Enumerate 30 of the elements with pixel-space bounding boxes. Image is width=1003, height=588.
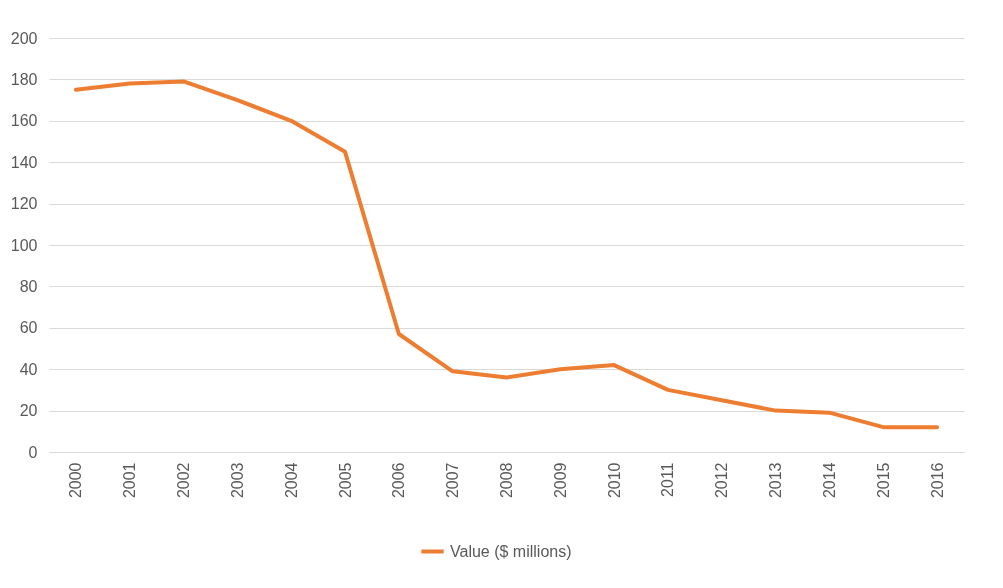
x-tick-label: 2009 — [551, 462, 569, 499]
x-tick-label: 2012 — [713, 462, 731, 499]
y-tick-label: 160 — [10, 112, 38, 130]
x-tick-label: 2004 — [282, 462, 300, 499]
y-tick-label: 40 — [19, 360, 38, 378]
x-tick-label: 2008 — [498, 462, 515, 499]
y-tick-label: 20 — [19, 402, 38, 420]
x-tick-label: 2000 — [67, 462, 85, 499]
y-tick-label: 80 — [19, 277, 38, 295]
x-tick-label: 2003 — [228, 462, 246, 499]
x-tick-label: 2006 — [390, 462, 408, 499]
x-tick-label: 2007 — [444, 462, 462, 499]
x-tick-label: 2005 — [336, 462, 354, 499]
legend-label: Value ($ millions) — [450, 542, 572, 560]
x-tick-label: 2013 — [767, 462, 785, 499]
x-tick-label: 2001 — [121, 462, 139, 499]
y-tick-label: 0 — [28, 443, 38, 461]
x-tick-label: 2016 — [928, 462, 946, 499]
x-tick-label: 2015 — [874, 462, 892, 499]
y-tick-label: 60 — [19, 319, 38, 337]
x-tick-label: 2010 — [605, 462, 623, 499]
y-tick-label: 120 — [10, 195, 38, 213]
line-series — [73, 79, 940, 430]
y-tick-label: 140 — [10, 153, 38, 171]
x-tick-label: 2014 — [820, 462, 838, 499]
y-tick-label: 180 — [10, 70, 38, 88]
y-tick-label: 200 — [10, 29, 38, 47]
x-tick-label: 2011 — [659, 462, 677, 497]
x-tick-label: 2002 — [175, 462, 193, 499]
y-tick-label: 100 — [10, 236, 38, 254]
